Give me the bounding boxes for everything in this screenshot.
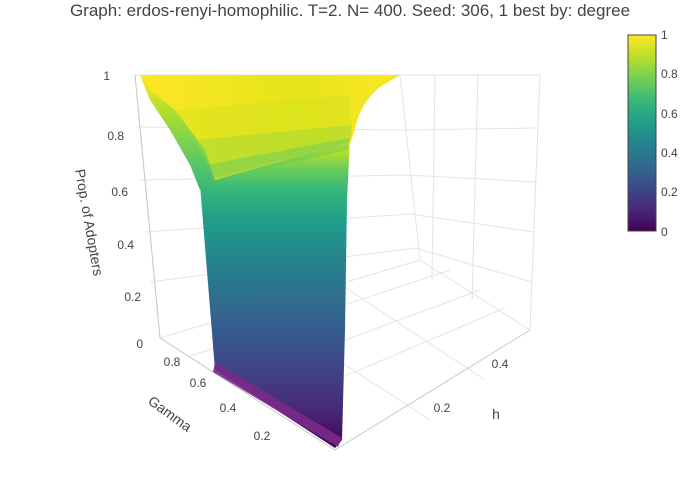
z-tick-label: 0.6 xyxy=(111,185,128,199)
surface xyxy=(140,75,400,448)
surface-cliff-wall xyxy=(200,140,350,448)
axis-lines xyxy=(134,74,531,451)
gamma-tick-label: 0.2 xyxy=(254,429,271,443)
colorbar-tick-label: 0.2 xyxy=(661,185,678,199)
z-axis: 1 0.8 0.6 0.4 0.2 0 Prop. of Adopters xyxy=(72,69,143,351)
gamma-tick-label: 0.8 xyxy=(164,355,181,369)
colorbar-tick-label: 0.4 xyxy=(661,146,678,160)
colorbar-tick-label: 1 xyxy=(661,28,668,42)
z-tick-label: 0.4 xyxy=(117,238,134,252)
colorbar: 1 0.8 0.6 0.4 0.2 0 xyxy=(627,28,678,239)
z-axis-title: Prop. of Adopters xyxy=(72,168,107,277)
gamma-tick-label: 0.6 xyxy=(190,376,207,390)
z-tick-label: 0 xyxy=(136,337,143,351)
z-tick-label: 1 xyxy=(103,69,110,83)
h-axis: 0.2 0.4 h xyxy=(434,357,509,422)
colorbar-tick-label: 0.8 xyxy=(661,67,678,81)
z-tick-label: 0.8 xyxy=(107,129,124,143)
colorbar-gradient xyxy=(627,34,657,232)
surface-floor-strip xyxy=(213,362,342,447)
h-tick-label: 0.4 xyxy=(492,357,509,371)
colorbar-tick-label: 0.6 xyxy=(661,107,678,121)
gamma-axis-title: Gamma xyxy=(145,392,195,434)
chart-title: Graph: erdos-renyi-homophilic. T=2. N= 4… xyxy=(70,1,630,20)
h-axis-title: h xyxy=(492,406,500,422)
gamma-tick-label: 0.4 xyxy=(220,401,237,415)
colorbar-tick-label: 0 xyxy=(661,225,668,239)
z-tick-label: 0.2 xyxy=(124,290,141,304)
h-tick-label: 0.2 xyxy=(434,401,451,415)
